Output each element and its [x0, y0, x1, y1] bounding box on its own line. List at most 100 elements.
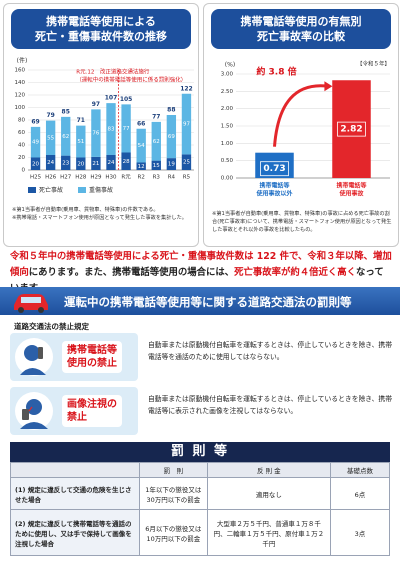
section-title: 運転中の携帯電話等使用等に関する道路交通法の罰則等 [64, 295, 352, 309]
cell: (2) 規定に違反して携帯電話等を通話のために使用し、又は手で保持して画像を注視… [10, 509, 140, 556]
total-label: 69 [31, 118, 39, 125]
value-label: 0.73 [263, 164, 285, 174]
total-label: 122 [180, 85, 193, 92]
annotation-arrow [273, 84, 329, 147]
bar-segment [76, 157, 86, 170]
bar-segment [136, 162, 146, 170]
bar-segment [30, 126, 41, 158]
value-label: 62 [153, 139, 160, 145]
bar-segment [166, 115, 177, 159]
phone-view-icon [15, 392, 53, 430]
summary-text: にあります。また、携帯電話等使用の場合には、 [28, 267, 235, 278]
penalty-table: 罰 則 等 罰 則 反 則 金 基礎点数 (1) 規定に違反して交通の危険を生じ… [10, 442, 390, 556]
label-line: 携帯電話等 [67, 345, 117, 356]
total-label: 77 [152, 113, 160, 120]
value-label: 62 [62, 134, 69, 140]
note: ※第1当事者が自動車(乗用車、貨物車、特殊車)の事故に占める死亡事故の割合(死亡… [212, 211, 392, 233]
arrow-head [324, 81, 333, 92]
y-tick-label: 2.50 [221, 89, 234, 95]
x-tick-label: R3 [153, 175, 161, 181]
value-label: 25 [183, 160, 190, 166]
value-label-box [337, 121, 366, 137]
y-tick-label: 2.00 [221, 106, 234, 112]
label-line: 禁止 [67, 412, 87, 423]
header-cell [10, 462, 140, 478]
x-tick-label: H29 [90, 175, 102, 181]
bar-segment [151, 160, 161, 170]
value-label: 20 [77, 161, 84, 167]
annotation: 約 3.8 倍 [256, 66, 296, 78]
y-tick-label: 0.50 [221, 158, 234, 164]
x-tick-label: R5 [183, 175, 191, 181]
legend-swatch [28, 187, 36, 193]
label-line: 画像注視の [67, 399, 117, 410]
y-tick-label: 1.00 [221, 141, 234, 147]
legend-label: 死亡事故 [39, 186, 63, 194]
total-label: 85 [62, 108, 70, 115]
value-label: 20 [32, 161, 39, 167]
rule-label: 携帯電話等 使用の禁止 [62, 341, 122, 373]
value-label: 69 [168, 134, 175, 140]
bar-segment [91, 156, 101, 170]
title-line: 携帯電話等使用の有無別 [240, 15, 362, 28]
value-label: 76 [92, 131, 99, 137]
note: ※第1当事者が自動車(乗用車、貨物車、特殊車)の件数である。 [12, 207, 159, 213]
phone-call-icon [15, 338, 53, 376]
title-line: 死亡・重傷事故件数の推移 [35, 30, 167, 43]
chart: (件) 0 20 40 60 80 100 120 140 160 H25 20 49 69 H26 24 55… [15, 57, 194, 194]
y-axis-label: (%) [225, 62, 235, 69]
chart-header: 携帯電話等使用の有無別 死亡事故率の比較 [211, 9, 391, 49]
y-tick-label: 140 [15, 80, 26, 86]
header-row: 罰 則 反 則 金 基礎点数 [10, 462, 390, 478]
cell: 6月以下の懲役又は10万円以下の罰金 [139, 509, 208, 556]
chart: (%) 0.00 0.50 1.00 1.50 2.00 2.50 3.00 携帯電話等使用事故… [221, 60, 390, 198]
y-axis-label: (件) [17, 57, 28, 65]
chart-notes: ※第1当事者が自動車(乗用車、貨物車、特殊車)の事故に占める死亡事故の割合(死亡… [212, 210, 392, 234]
x-tick-label: R元 [121, 174, 131, 181]
section-header: 運転中の携帯電話等使用等に関する道路交通法の罰則等 [0, 287, 400, 315]
header-cell: 罰 則 [139, 462, 208, 478]
total-label: 88 [167, 107, 175, 114]
cell: 6点 [330, 477, 390, 510]
value-label: 77 [123, 126, 130, 132]
table: 罰 則 反 則 金 基礎点数 (1) 規定に違反して交通の危険を生じさせた場合 … [10, 462, 390, 556]
bar-segment [166, 158, 177, 170]
bar-segment [106, 155, 116, 170]
x-tick-label: R2 [138, 175, 145, 181]
x-tick-label: H28 [75, 175, 87, 181]
total-label: 66 [137, 120, 145, 127]
value-label: 15 [153, 163, 160, 169]
row: (2) 規定に違反して携帯電話等を通話のために使用し、又は手で保持して画像を注視… [10, 509, 390, 556]
total-label: 107 [105, 95, 118, 102]
chart-panel: 携帯電話等使用による 死亡・重傷事故件数の推移 (件) 0 20 40 60 80 100 1… [3, 3, 199, 247]
y-tick-label: 120 [15, 93, 26, 99]
chart-header: 携帯電話等使用による 死亡・重傷事故件数の推移 [11, 9, 191, 49]
bar-segment [181, 154, 192, 170]
x-tick-label: H25 [30, 175, 42, 181]
y-tick-label: 60 [18, 130, 25, 136]
table-title: 罰 則 等 [10, 442, 390, 462]
bar [255, 152, 294, 178]
x-tick-label: H30 [105, 175, 117, 181]
total-label: 79 [46, 112, 54, 119]
value-label: 24 [108, 160, 115, 166]
total-label: 97 [92, 101, 100, 108]
bar-segment [61, 116, 71, 156]
bar-segment [136, 128, 146, 163]
y-tick-label: 160 [15, 68, 26, 74]
bar-segment [45, 120, 56, 155]
rule-label: 画像注視の 禁止 [62, 395, 122, 427]
value-label: 2.82 [340, 125, 362, 135]
cell: 大型車２万５千円、普通車１万８千円、二輪車１万５千円、原付車１万２千円 [206, 509, 332, 556]
summary-text: 令和５年中の携帯電話等使用による死亡・重傷事故件数は 122 件で、令和３年以降… [10, 251, 392, 278]
y-tick-label: 20 [18, 155, 25, 161]
x-tick-label: H26 [45, 175, 57, 181]
annotation: （運転中の携帯電話等使用に係る罰則強化） [76, 76, 186, 84]
chart-panel: 携帯電話等使用の有無別 死亡事故率の比較 (%) 0.00 0.50 1.00 1.50… [203, 3, 399, 247]
x-tick-label: 使用事故以外 [255, 190, 292, 198]
legend-swatch [78, 187, 86, 193]
total-label: 71 [77, 117, 85, 124]
rule-label-box: 携帯電話等 使用の禁止 [10, 333, 138, 381]
row: (1) 規定に違反して交通の危険を生じさせた場合 1年以下の懲役又は30万円以下… [10, 477, 390, 510]
bar-segment [121, 104, 131, 153]
